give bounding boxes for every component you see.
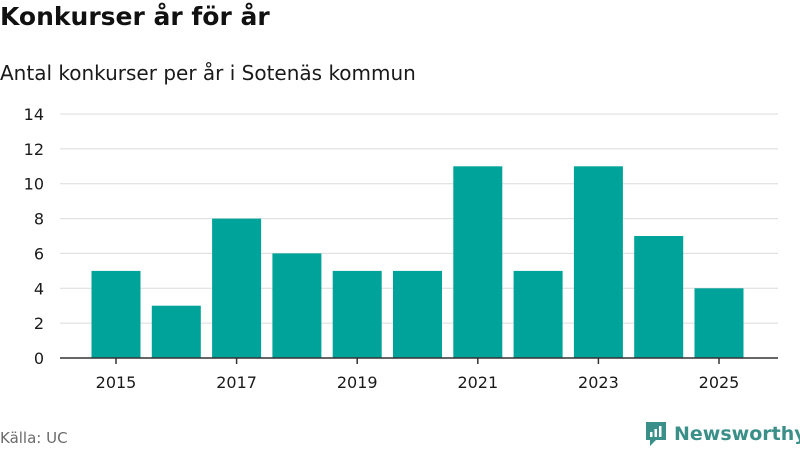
- y-tick-label: 10: [24, 175, 44, 194]
- chart-title: Konkurser år för år: [0, 2, 270, 31]
- x-axis: 2015 2017 2019 2021 2023 2025: [60, 357, 778, 392]
- bar-2025: [694, 288, 744, 358]
- x-tick-label: 2017: [216, 373, 257, 392]
- bar-2016: [151, 305, 201, 358]
- x-tick-label: 2023: [578, 373, 619, 392]
- newsworthy-logo-icon: [646, 422, 666, 446]
- bar-2019: [332, 270, 382, 358]
- bar-2024: [634, 236, 684, 358]
- y-tick-label: 4: [34, 279, 44, 298]
- y-tick-label: 8: [34, 210, 44, 229]
- bar-2023: [573, 166, 623, 358]
- bar-2015: [91, 270, 141, 358]
- bar-2022: [513, 270, 563, 358]
- chart-subtitle: Antal konkurser per år i Sotenäs kommun: [0, 61, 416, 85]
- y-tick-label: 14: [24, 105, 44, 124]
- bar-2017: [212, 218, 262, 358]
- brand-logo: Newsworthy: [644, 419, 800, 449]
- y-tick-label: 0: [34, 349, 44, 368]
- y-axis-ticks: 0 2 4 6 8 10 12 14: [24, 105, 44, 368]
- y-tick-label: 12: [24, 140, 44, 159]
- y-tick-label: 6: [34, 244, 44, 263]
- y-tick-label: 2: [34, 314, 44, 333]
- bar-2021: [453, 166, 503, 358]
- bar-2020: [393, 270, 442, 358]
- bar-2018: [272, 253, 322, 358]
- brand-name: Newsworthy: [674, 423, 800, 445]
- x-tick-label: 2021: [457, 373, 498, 392]
- x-tick-label: 2025: [699, 373, 740, 392]
- source-note: Källa: UC: [0, 429, 68, 447]
- x-tick-label: 2015: [96, 373, 137, 392]
- x-tick-label: 2019: [337, 373, 378, 392]
- bars: [91, 166, 744, 358]
